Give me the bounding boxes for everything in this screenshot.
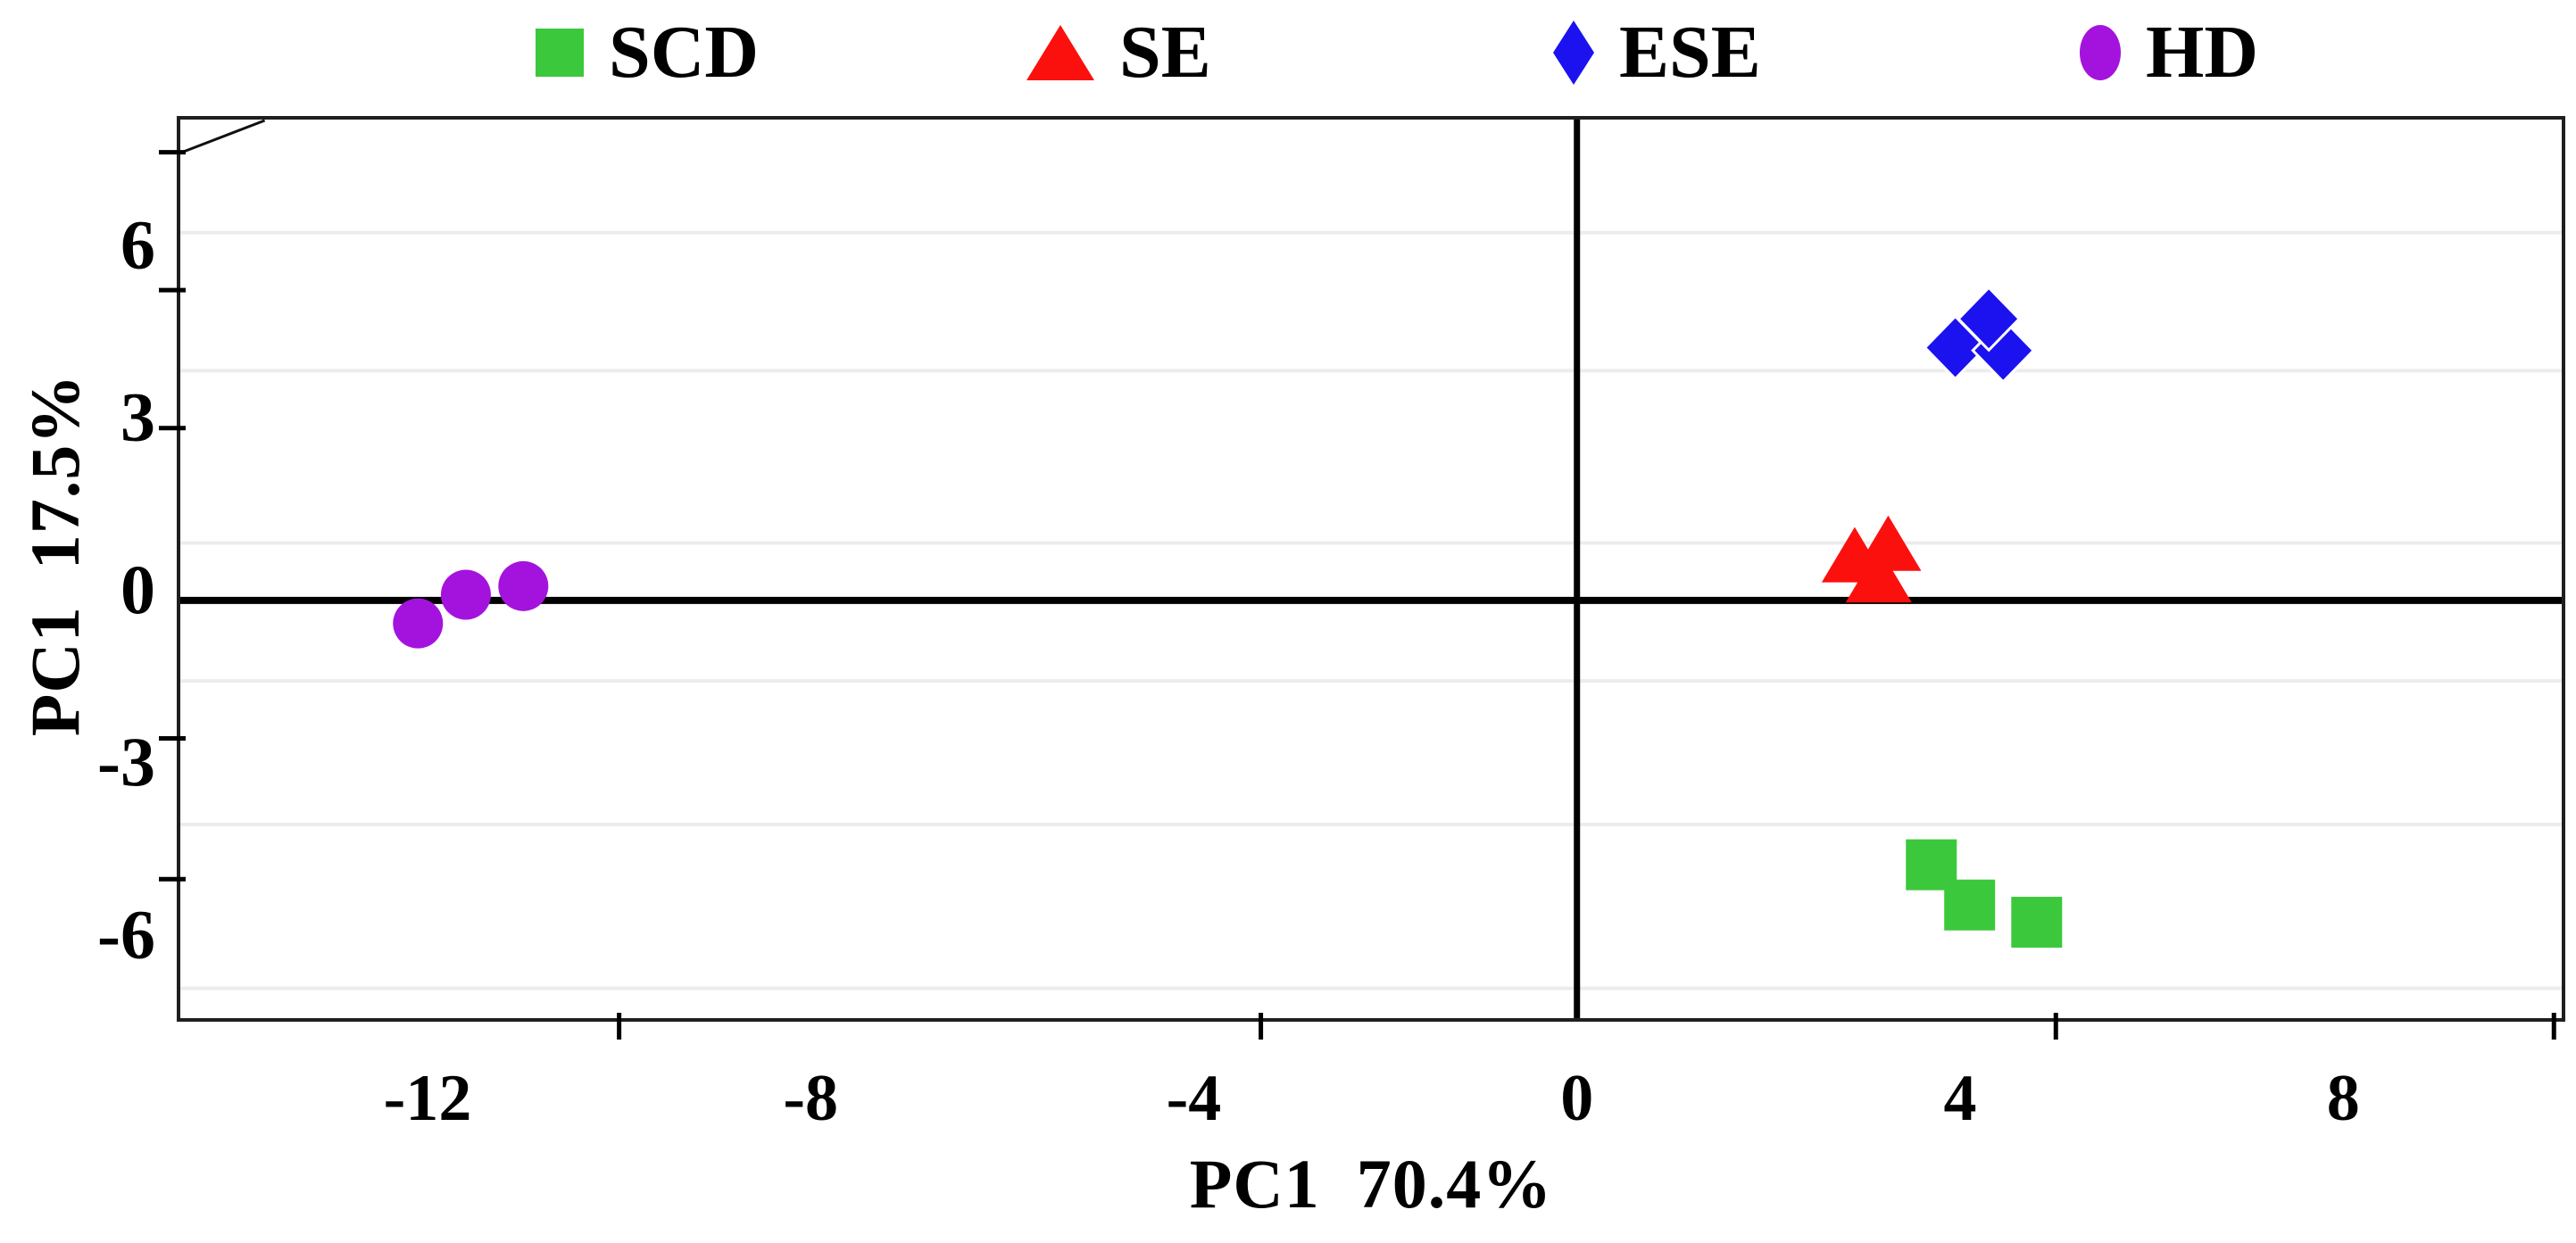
data-point (1855, 515, 1922, 571)
legend-item-scd: SCD (536, 12, 759, 93)
plot-border (177, 116, 2565, 1022)
x-tick-label: -4 (1167, 1062, 1222, 1135)
legend-label: SCD (609, 11, 760, 94)
diamond-marker-icon (1553, 21, 1594, 85)
y-tick-label: 0 (120, 551, 155, 628)
chart-legend: SCD SE ESE HD (0, 12, 2576, 98)
data-point (440, 569, 491, 620)
x-tick-label: 4 (1943, 1062, 1976, 1135)
y-tick-label: 3 (120, 378, 155, 456)
legend-label: SE (1119, 11, 1211, 94)
data-point (2011, 897, 2063, 949)
corner-diagonal-mark (181, 119, 266, 154)
y-axis-title: PC1 17.5% (16, 373, 94, 737)
legend-item-se: SE (1026, 12, 1211, 93)
data-point (393, 598, 444, 649)
data-point (1845, 547, 1912, 603)
x-tick-label: -8 (783, 1062, 838, 1135)
data-point (1944, 879, 1996, 931)
square-marker-shape (536, 29, 584, 77)
triangle-marker-icon (1026, 25, 1094, 80)
y-tick-label: -6 (97, 895, 155, 973)
y-tick-label: -3 (97, 723, 155, 800)
x-tick-label: 0 (1560, 1062, 1593, 1135)
triangle-marker-shape (1026, 25, 1094, 80)
legend-label: HD (2146, 11, 2258, 94)
legend-label: ESE (1619, 11, 1761, 94)
circle-marker-icon (2080, 25, 2121, 80)
square-marker-icon (536, 29, 584, 77)
x-tick-label: -12 (384, 1062, 472, 1135)
data-point (498, 560, 549, 611)
circle-marker-shape (2080, 25, 2121, 80)
diamond-marker-shape (1553, 21, 1594, 85)
x-axis-title: PC1 70.4% (1189, 1145, 1553, 1222)
x-tick-label: 8 (2327, 1062, 2360, 1135)
data-point (1957, 286, 2022, 352)
y-tick-label: 6 (120, 206, 155, 284)
legend-item-ese: ESE (1553, 12, 1761, 93)
legend-item-hd: HD (2080, 12, 2258, 93)
